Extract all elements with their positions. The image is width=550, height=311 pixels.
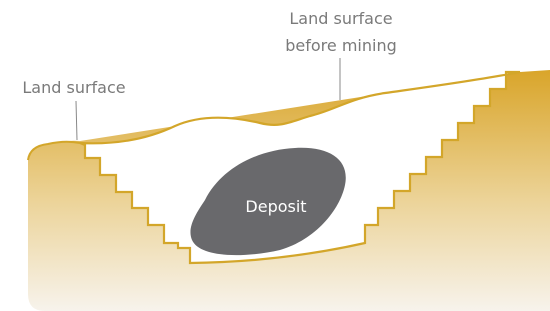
diagram: Deposit Land surface Land surface before… — [0, 0, 550, 311]
land-surface-label: Land surface — [22, 78, 125, 97]
leader-line — [76, 101, 77, 140]
deposit-label: Deposit — [245, 197, 306, 216]
before-mining-label: Land surface — [289, 9, 392, 28]
before-mining-label: before mining — [285, 36, 397, 55]
